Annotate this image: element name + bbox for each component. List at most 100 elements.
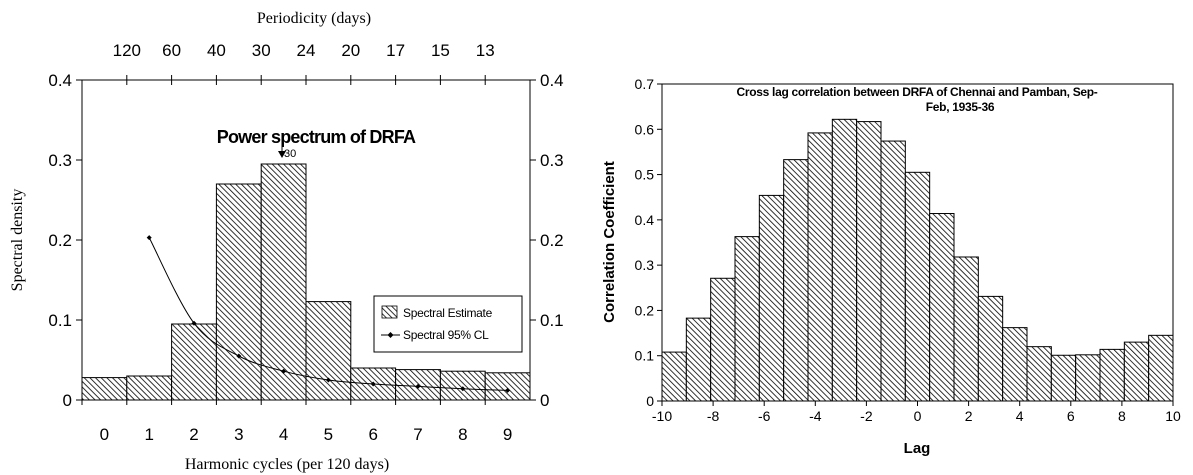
- y-tick-label: 0.3: [635, 257, 655, 273]
- top-tick-label: 60: [162, 41, 181, 60]
- cl-marker: [415, 383, 421, 389]
- spectral-bar: [81, 377, 128, 401]
- x-tick-label: 2: [189, 425, 198, 444]
- legend-label-estimate: Spectral Estimate: [403, 306, 493, 320]
- peak-annotation: 30: [278, 143, 296, 160]
- correlation-bar: [1099, 348, 1125, 402]
- cl-marker: [281, 368, 287, 374]
- x-tick-label: -8: [707, 408, 720, 424]
- spectral-estimate-bars: [81, 163, 531, 401]
- cl-marker: [236, 353, 242, 359]
- x-tick-label: 0: [100, 425, 109, 444]
- x-tick-label: 0: [914, 408, 922, 424]
- spectral-bar: [439, 370, 486, 401]
- top-tick-label: 13: [476, 41, 495, 60]
- right-y-tick-label: 0.3: [540, 151, 564, 170]
- spectral-bar: [484, 372, 531, 401]
- y-tick-label: 0.4: [635, 212, 655, 228]
- spectral-bar: [126, 375, 173, 401]
- top-tick-label: 20: [341, 41, 360, 60]
- y-tick-label: 0.1: [635, 348, 655, 364]
- correlation-bar: [1026, 346, 1052, 402]
- correlation-bar: [856, 121, 882, 402]
- top-tick-label: 40: [207, 41, 226, 60]
- right-y-tick-label: 0: [540, 391, 549, 410]
- x-tick-label: 6: [1067, 408, 1075, 424]
- cl-marker: [505, 387, 511, 393]
- correlation-bar: [685, 317, 712, 402]
- cl-marker: [460, 386, 466, 392]
- power-spectrum-chart: Periodicity (days) 120 60 40 30 24 20 17 15 13 0…: [9, 10, 564, 473]
- x-tick-label: 3: [234, 425, 243, 444]
- spectral-bar: [305, 301, 352, 401]
- correlation-bar: [831, 118, 858, 402]
- x-tick-label: 8: [1118, 408, 1126, 424]
- correlation-bar: [783, 159, 809, 402]
- right-x-axis-ticks: -10 -8 -6 -4 -2 0 2 4 6 8 10: [652, 401, 1181, 424]
- legend: Spectral Estimate Spectral 95% CL: [373, 295, 523, 353]
- right-y-axis-ticks: 0 0.1 0.2 0.3 0.4 0.5 0.6 0.7: [635, 76, 662, 409]
- top-tick-label: 120: [113, 41, 141, 60]
- x-tick-label: -2: [860, 408, 873, 424]
- right-x-axis-label: Lag: [904, 440, 931, 457]
- spectral-cl-line: [146, 235, 511, 393]
- y-tick-label: 0.2: [48, 231, 72, 250]
- left-y-axis-ticks: 0 0.1 0.2 0.3 0.4 0 0.1 0.2 0.3 0.4: [48, 71, 563, 410]
- y-tick-label: 0: [646, 393, 654, 409]
- y-tick-label: 0.5: [635, 167, 655, 183]
- y-tick-label: 0.6: [635, 121, 655, 137]
- annotation-label: 30: [284, 148, 296, 160]
- right-y-axis-label: Correlation Coefficient: [601, 161, 618, 323]
- x-tick-label: 9: [503, 425, 512, 444]
- cl-marker: [325, 377, 331, 383]
- x-tick-label: 4: [279, 425, 288, 444]
- correlation-bar: [1148, 334, 1174, 402]
- correlation-bar: [904, 171, 931, 402]
- legend-swatch-marker: [387, 332, 394, 338]
- correlation-bar: [758, 194, 785, 402]
- correlation-bar: [929, 213, 955, 402]
- x-tick-label: -6: [758, 408, 771, 424]
- legend-swatch-bars: [381, 305, 398, 319]
- correlation-bar: [1075, 354, 1101, 402]
- correlation-bars: [661, 118, 1174, 402]
- legend-label-cl: Spectral 95% CL: [403, 328, 489, 342]
- x-tick-label: 5: [324, 425, 333, 444]
- left-chart-title: Power spectrum of DRFA: [217, 127, 416, 147]
- correlation-bar: [734, 236, 760, 402]
- correlation-bar: [977, 295, 1004, 402]
- cross-lag-correlation-chart: 0 0.1 0.2 0.3 0.4 0.5 0.6 0.7 -10 -8 -6 -4 -2 0 2 4 6 8 1…: [601, 76, 1181, 457]
- y-tick-label: 0.3: [48, 151, 72, 170]
- top-tick-label: 17: [386, 41, 405, 60]
- top-axis-ticks: 120 60 40 30 24 20 17 15 13: [113, 41, 495, 85]
- left-x-axis-label: Harmonic cycles (per 120 days): [185, 456, 389, 473]
- top-tick-label: 24: [297, 41, 316, 60]
- correlation-bar: [661, 351, 687, 402]
- cl-marker: [146, 235, 152, 241]
- correlation-bar: [1123, 341, 1150, 402]
- legend-box: [373, 295, 523, 353]
- x-tick-label: 10: [1165, 408, 1181, 424]
- right-y-tick-label: 0.4: [540, 71, 564, 90]
- x-tick-label: 7: [413, 425, 422, 444]
- correlation-bar: [880, 140, 906, 402]
- x-tick-label: 4: [1016, 408, 1024, 424]
- x-tick-label: -10: [652, 408, 672, 424]
- left-y-axis-label: Spectral density: [9, 189, 26, 292]
- spectral-bar: [171, 323, 217, 401]
- spectral-bar: [260, 163, 307, 401]
- y-tick-label: 0.4: [48, 71, 72, 90]
- x-tick-label: 2: [965, 408, 973, 424]
- x-tick-label: 8: [458, 425, 467, 444]
- x-tick-label: 6: [368, 425, 377, 444]
- correlation-bar: [807, 132, 833, 402]
- correlation-bar: [710, 277, 736, 402]
- y-tick-label: 0.2: [635, 302, 655, 318]
- title-line: Feb, 1935-36: [926, 100, 995, 114]
- title-line: Cross lag correlation between DRFA of Ch…: [736, 85, 1097, 99]
- right-y-tick-label: 0.2: [540, 231, 564, 250]
- x-tick-label: 1: [144, 425, 153, 444]
- right-y-tick-label: 0.1: [540, 311, 564, 330]
- y-tick-label: 0.1: [48, 311, 72, 330]
- correlation-bar: [1050, 354, 1077, 402]
